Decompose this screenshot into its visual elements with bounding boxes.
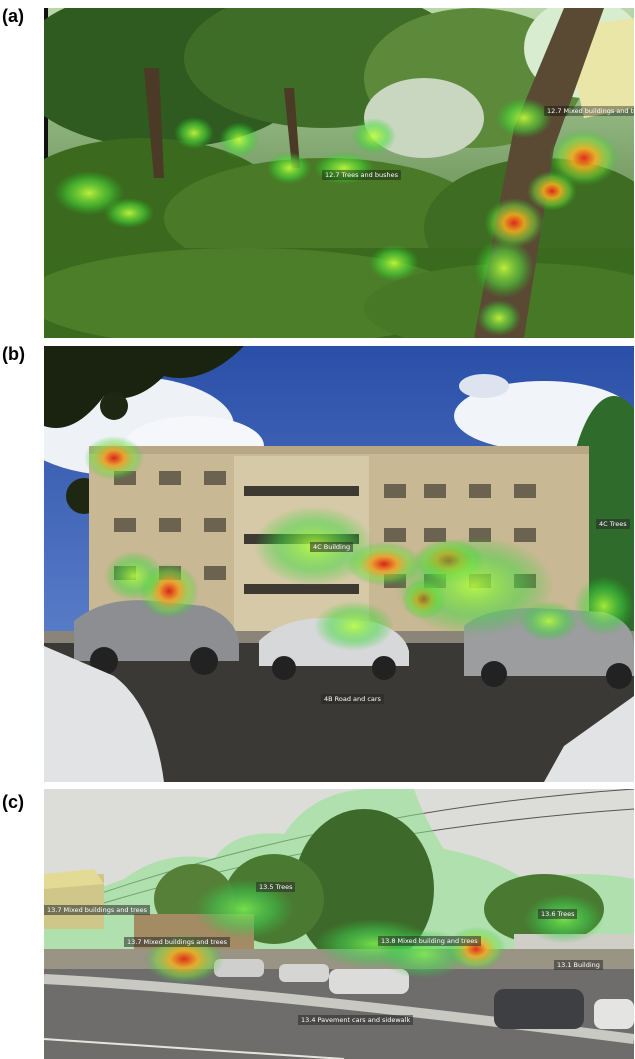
panel-c-tag-trees-2: 13.6 Trees <box>538 909 578 919</box>
panel-c-tag-building: 13.1 Building <box>554 960 603 970</box>
panel-c-tag-mixed-1: 13.7 Mixed buildings and trees <box>44 905 151 915</box>
panel-c-photo: 13.5 Trees 13.7 Mixed buildings and tree… <box>44 789 634 1059</box>
panel-a-tag-trees-bushes: 12.7 Trees and bushes <box>322 170 401 180</box>
panel-label-b: (b) <box>2 344 25 364</box>
panel-c-tag-trees-1: 13.5 Trees <box>256 882 296 892</box>
panel-c-tag-pavement: 13.4 Pavement cars and sidewalk <box>298 1015 414 1025</box>
panel-a-photo: 12.7 Trees and bushes 12.7 Mixed buildin… <box>44 8 634 338</box>
panel-b-tag-road-cars: 4B Road and cars <box>321 694 384 704</box>
panel-b-tag-building: 4C Building <box>310 542 354 552</box>
panel-b-photo: 4C Building 4B Road and cars 4C Trees <box>44 346 634 782</box>
panel-c-image <box>44 789 634 1059</box>
panel-c-tag-mixed-2: 13.7 Mixed buildings and trees <box>124 937 231 947</box>
panel-label-c: (c) <box>2 792 24 812</box>
panel-a-tag-mixed: 12.7 Mixed buildings and trees <box>544 106 634 116</box>
panel-c-tag-mixed-3: 13.8 Mixed building and trees <box>378 936 481 946</box>
panel-label-a: (a) <box>2 6 24 26</box>
panel-a-image <box>44 8 634 338</box>
panel-b-image <box>44 346 634 782</box>
panel-b-tag-trees: 4C Trees <box>596 519 630 529</box>
